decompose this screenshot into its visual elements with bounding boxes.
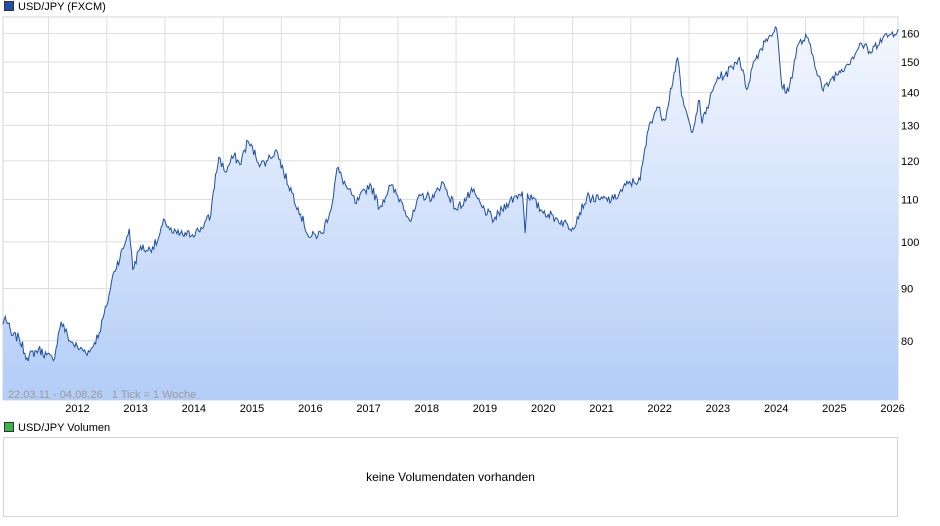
- volume-legend-label: USD/JPY Volumen: [18, 422, 111, 434]
- y-tick-label: 130: [901, 120, 919, 132]
- y-tick-label: 120: [901, 156, 919, 168]
- volume-message: keine Volumendaten vorhanden: [366, 470, 535, 484]
- price-legend-swatch: [4, 1, 14, 11]
- x-tick-label: 2025: [822, 403, 846, 415]
- price-line: [2, 26, 899, 362]
- y-tick-label: 150: [901, 57, 919, 69]
- x-tick-label: 2021: [589, 403, 613, 415]
- x-tick-label: 2016: [298, 403, 322, 415]
- y-tick-label: 100: [901, 237, 919, 249]
- x-tick-label: 2020: [531, 403, 555, 415]
- x-tick-label: 2013: [123, 403, 147, 415]
- volume-legend: USD/JPY Volumen: [4, 421, 110, 435]
- range-info: 22.03.11 - 04.08.26 1 Tick = 1 Woche: [8, 389, 196, 401]
- x-tick-label: 2024: [764, 403, 788, 415]
- x-tick-label: 2015: [240, 403, 264, 415]
- y-tick-label: 90: [901, 284, 913, 296]
- price-legend: USD/JPY (FXCM): [4, 0, 106, 14]
- x-tick-label: 2017: [356, 403, 380, 415]
- y-tick-label: 140: [901, 88, 919, 100]
- price-area: [3, 27, 898, 401]
- price-legend-label: USD/JPY (FXCM): [18, 1, 106, 13]
- y-tick-label: 80: [901, 336, 913, 348]
- x-tick-label: 2014: [182, 403, 206, 415]
- volume-panel: keine Volumendaten vorhanden: [3, 437, 898, 517]
- x-tick-label: 2022: [647, 403, 671, 415]
- x-tick-label: 2018: [415, 403, 439, 415]
- y-axis-labels: 80 90 100 110 120 130 140 150 160: [901, 28, 919, 347]
- volume-legend-swatch: [4, 422, 14, 432]
- x-tick-label: 2026: [880, 403, 904, 415]
- x-tick-label: 2023: [706, 403, 730, 415]
- y-tick-label: 110: [901, 195, 919, 207]
- x-axis-labels: 2012 2013 2014 2015 2016 2017 2018 2019 2020 2021…: [65, 403, 905, 415]
- y-tick-label: 160: [901, 28, 919, 40]
- x-tick-label: 2019: [473, 403, 497, 415]
- x-tick-label: 2012: [65, 403, 89, 415]
